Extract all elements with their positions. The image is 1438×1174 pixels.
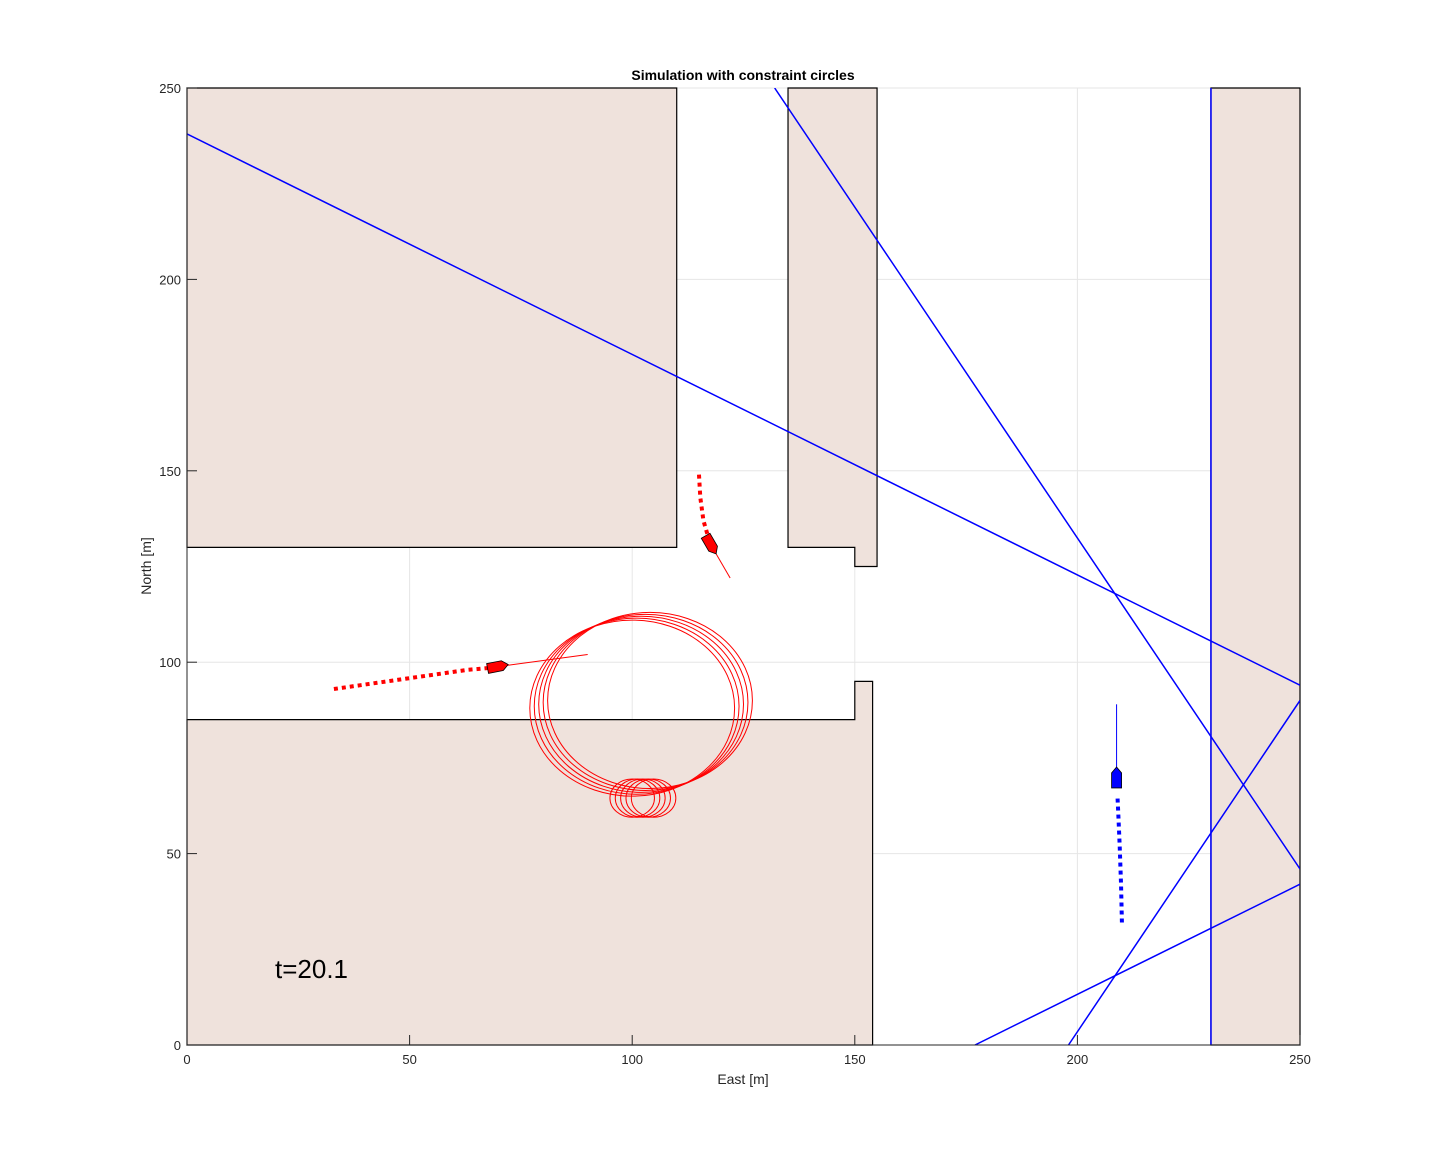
constraint-circles [529,611,753,818]
y-axis-label: North [m] [138,537,154,595]
x-axis-label: East [m] [717,1071,768,1087]
x-tick-label: 0 [183,1052,190,1067]
los-line [1067,700,1300,1045]
x-tick-label: 150 [844,1052,866,1067]
blue-vessel-hull [1111,766,1122,789]
y-tick-label: 200 [159,272,181,287]
plot-title: Simulation with constraint circles [631,67,854,83]
constraint-circle [609,778,655,818]
red-vessel-hull [700,532,718,555]
los-line [774,88,1300,870]
vessels [333,474,1124,923]
x-tick-label: 100 [621,1052,643,1067]
constraint-circle [542,613,749,791]
time-annotation: t=20.1 [275,954,348,984]
obstacle [1210,87,1301,1046]
blue-los-lines [187,88,1300,1045]
red-vessel-hull [486,660,509,674]
axes: Simulation with constraint circles East … [138,67,1311,1087]
y-tick-label: 250 [159,81,181,96]
constraint-circle [547,611,753,790]
constraint-circle [620,778,666,818]
red-vessel-trail [333,665,490,691]
x-tick-label: 250 [1289,1052,1311,1067]
constraint-circle [538,615,745,793]
y-tick-label: 50 [167,847,181,862]
constraint-circle [529,619,736,797]
constraint-circle [625,778,671,818]
y-tick-label: 150 [159,464,181,479]
obstacle [787,87,878,568]
x-tick-label: 50 [402,1052,416,1067]
constraint-circle [533,617,740,795]
y-tick-label: 100 [159,655,181,670]
obstacle [186,680,874,1046]
x-tick-label: 200 [1067,1052,1089,1067]
red-vessel-velocity-vector [496,654,588,668]
red-vessel-trail [696,474,710,537]
blue-vessel-trail [1115,796,1124,923]
los-line [974,883,1300,1045]
obstacle [186,87,678,548]
constraint-circle [614,778,661,818]
y-tick-label: 0 [174,1038,181,1053]
constraint-circle [630,778,677,818]
